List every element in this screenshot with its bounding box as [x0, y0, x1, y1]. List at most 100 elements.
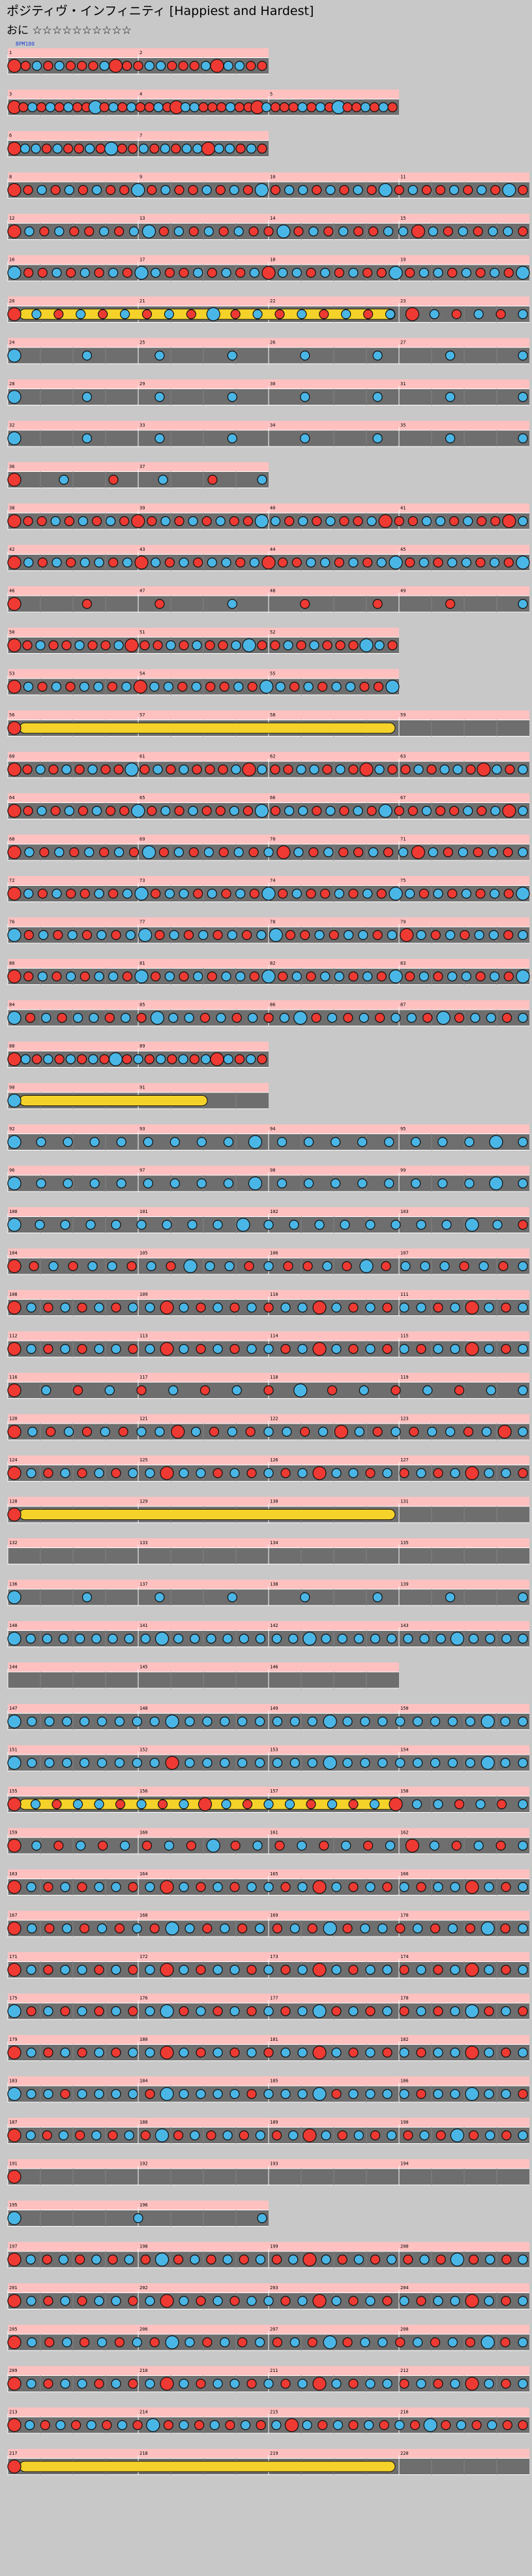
ka-note	[179, 2378, 189, 2389]
don-note	[149, 2337, 160, 2348]
ka-note	[464, 1137, 475, 1147]
ka-note	[399, 1302, 409, 1313]
ka-note	[220, 2337, 230, 2348]
ka-note	[233, 847, 244, 858]
don-note	[405, 307, 420, 321]
row-band	[8, 669, 399, 679]
ka-note	[441, 1220, 452, 1230]
don-note	[43, 61, 53, 71]
ka-note	[30, 1799, 41, 1809]
ka-note	[7, 1590, 22, 1605]
ka-note	[193, 267, 203, 278]
ka-note	[138, 928, 153, 943]
don-note	[348, 1302, 359, 1313]
ka-note	[323, 847, 334, 858]
ka-note	[192, 640, 202, 651]
measure-number: 135	[400, 1540, 409, 1545]
ka-note	[116, 1137, 126, 1147]
ka-note	[62, 1757, 72, 1768]
ka-note	[395, 1716, 406, 1727]
don-note	[141, 309, 153, 319]
ka-note	[473, 1840, 484, 1851]
don-note	[307, 2337, 318, 2348]
don-note	[23, 806, 33, 816]
don-note	[128, 2378, 138, 2389]
ka-note	[220, 1716, 230, 1727]
measure-number: 55	[270, 671, 275, 677]
don-note	[430, 929, 441, 941]
ka-note	[179, 1302, 189, 1313]
don-note	[449, 806, 460, 816]
measure-number: 66	[270, 795, 275, 800]
ka-note	[419, 1633, 430, 1644]
ka-note	[227, 929, 237, 941]
ka-note	[518, 516, 528, 527]
don-note	[60, 2006, 70, 2017]
measure-number: 173	[270, 1954, 278, 1959]
ka-note	[60, 2378, 70, 2389]
don-note	[54, 102, 65, 113]
don-note	[348, 2296, 359, 2306]
measure-number: 100	[9, 1209, 18, 1214]
don-note	[312, 2045, 327, 2060]
ka-note	[378, 804, 392, 818]
don-note	[416, 1343, 426, 1354]
measure-number: 216	[400, 2410, 409, 2415]
ka-note	[391, 1426, 401, 1437]
measure-number: 57	[140, 712, 145, 718]
don-note	[125, 638, 139, 652]
don-note	[348, 2420, 359, 2431]
measure-number: 73	[140, 878, 145, 883]
ka-note	[340, 1220, 350, 1230]
don-note	[63, 143, 74, 154]
don-note	[216, 102, 227, 113]
don-note	[319, 309, 329, 319]
don-note	[188, 847, 199, 858]
ka-note	[365, 2088, 376, 2100]
ka-note	[320, 557, 331, 568]
ka-note	[376, 557, 387, 568]
ka-note	[439, 1261, 450, 1272]
ka-note	[320, 267, 331, 278]
ka-note	[263, 2006, 274, 2017]
ka-note	[163, 681, 173, 692]
ka-note	[126, 102, 137, 113]
don-note	[376, 888, 387, 899]
don-note	[94, 267, 104, 278]
ka-note	[64, 184, 74, 196]
ka-note	[94, 1799, 104, 1809]
don-note	[308, 847, 319, 858]
don-note	[213, 929, 223, 941]
don-note	[257, 640, 267, 651]
don-note	[87, 640, 98, 651]
don-note	[80, 971, 90, 982]
don-note	[7, 1838, 22, 1853]
don-note	[500, 1923, 510, 1934]
don-note	[23, 971, 34, 982]
don-note	[331, 2006, 342, 2017]
ka-note	[484, 1468, 494, 1478]
don-note	[40, 2420, 50, 2431]
don-note	[249, 888, 259, 899]
ka-note	[140, 1633, 151, 1644]
don-note	[248, 847, 259, 858]
measure-number: 199	[270, 2244, 278, 2249]
ka-note	[423, 2418, 437, 2433]
ka-note	[302, 2420, 312, 2431]
ka-note	[488, 226, 498, 237]
don-note	[196, 1343, 206, 1354]
ka-note	[160, 2086, 174, 2101]
ka-note	[132, 1923, 142, 1934]
ka-note	[213, 2088, 223, 2100]
ka-note	[518, 2047, 528, 2058]
measure-number: 121	[140, 1416, 148, 1422]
don-note	[95, 143, 106, 154]
measure-number: 184	[140, 2079, 148, 2084]
ka-note	[377, 1923, 388, 1934]
ka-note	[7, 348, 22, 363]
ka-note	[463, 806, 473, 816]
don-note	[210, 59, 224, 73]
ka-note	[221, 1799, 231, 1809]
ka-note	[255, 1633, 266, 1644]
ka-note	[239, 1633, 249, 1644]
